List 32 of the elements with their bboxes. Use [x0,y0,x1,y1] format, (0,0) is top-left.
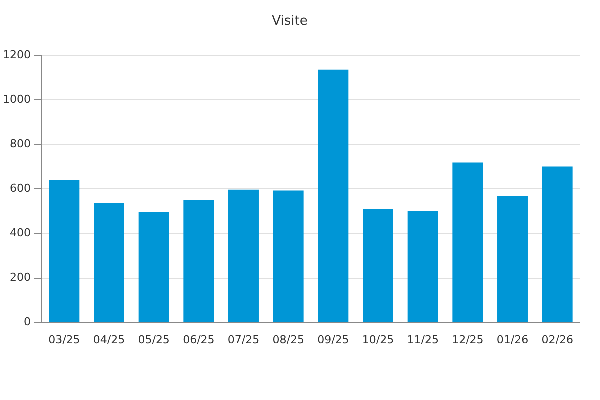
x-tick-label: 07/25 [228,333,260,346]
bar [318,70,349,322]
bar [138,212,170,322]
bar [542,166,573,322]
x-tick-label: 01/26 [496,333,529,346]
x-tick-label: 08/25 [272,333,304,346]
x-tick-label: 05/25 [138,333,170,346]
bar [94,203,124,322]
bar [228,190,259,322]
x-tick-label: 06/25 [183,333,215,346]
x-tick-label: 02/26 [542,333,574,346]
y-tick-label: 0 [24,316,31,329]
y-tick-label: 600 [10,182,31,196]
bar [408,211,438,322]
bar [273,190,304,322]
y-tick-label: 1200 [2,48,31,62]
y-tick-label: 800 [10,138,31,151]
y-tick-label: 400 [10,226,31,240]
chart-title: Visite [272,14,308,30]
x-tick-label: 09/25 [318,333,350,346]
x-tick-label: 04/25 [93,333,126,346]
bar [184,200,214,322]
bar [363,209,394,322]
x-tick-label: 11/25 [407,333,439,346]
x-tick-label: 12/25 [452,333,484,346]
y-tick-label: 200 [10,271,31,284]
x-tick-label: 10/25 [362,333,394,346]
y-tick-label: 1000 [2,92,31,106]
bar [498,196,528,322]
x-tick-label: 03/25 [48,333,80,346]
bar [452,162,484,322]
bar [49,180,80,322]
